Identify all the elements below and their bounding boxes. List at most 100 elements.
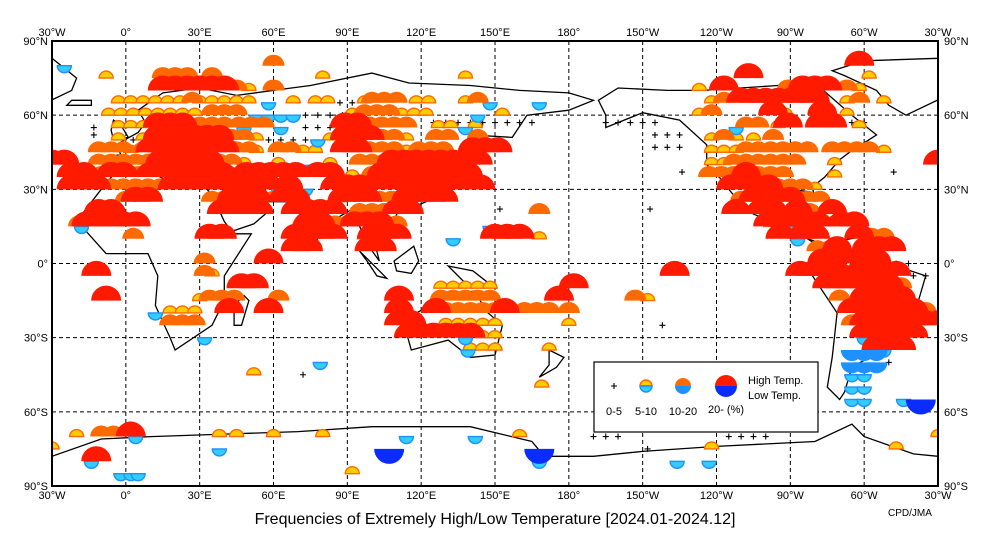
marker-low-5-10 bbox=[73, 225, 90, 235]
marker-0-5-plus bbox=[890, 169, 897, 176]
marker-high-20 bbox=[817, 199, 848, 215]
map-frame bbox=[51, 40, 939, 487]
marker-low-10-20 bbox=[865, 350, 888, 362]
lon-label: 30°E bbox=[188, 490, 212, 502]
marker-high-10-20 bbox=[528, 203, 551, 215]
marker-high-10-20 bbox=[808, 190, 831, 202]
marker-high-20 bbox=[81, 260, 112, 276]
marker-low-5-10 bbox=[127, 435, 144, 445]
marker-high-10-20 bbox=[383, 128, 406, 140]
marker-high-20 bbox=[393, 199, 424, 215]
lat-label: 60°N bbox=[944, 110, 969, 122]
marker-high-5-10 bbox=[861, 70, 877, 79]
marker-high-20 bbox=[898, 297, 929, 313]
marker-high-20 bbox=[354, 124, 385, 140]
marker-high-20 bbox=[844, 50, 875, 66]
temperature-markers bbox=[52, 50, 938, 482]
marker-high-10-20 bbox=[225, 104, 248, 116]
marker-high-10-20 bbox=[220, 153, 243, 165]
marker-low-5-10 bbox=[260, 102, 277, 111]
lon-label: 120°W bbox=[700, 490, 734, 502]
marker-high-20 bbox=[886, 335, 917, 351]
marker-high-20 bbox=[280, 161, 311, 177]
marker-high-20 bbox=[455, 322, 486, 338]
lon-label: 120°E bbox=[406, 27, 436, 39]
marker-low-5-10 bbox=[445, 238, 461, 247]
marker-high-20 bbox=[898, 322, 929, 338]
marker-high-5-10 bbox=[826, 156, 843, 166]
marker-high-20 bbox=[305, 211, 336, 227]
lat-label: 60°S bbox=[944, 407, 968, 419]
marker-high-10-20 bbox=[466, 91, 489, 103]
marker-low-5-10 bbox=[460, 349, 476, 358]
marker-0-5-plus bbox=[336, 99, 343, 106]
marker-high-5-10 bbox=[487, 317, 503, 327]
lon-label: 90°E bbox=[335, 27, 359, 39]
marker-high-20 bbox=[923, 310, 938, 326]
marker-high-20 bbox=[381, 223, 412, 239]
marker-0-5-plus bbox=[738, 433, 745, 440]
marker-high-20 bbox=[802, 211, 833, 227]
marker-high-20 bbox=[881, 260, 912, 276]
marker-high-10-20 bbox=[378, 104, 401, 116]
lon-label: 30°W bbox=[924, 27, 952, 39]
marker-low-5-10 bbox=[130, 472, 146, 482]
marker-high-20 bbox=[241, 186, 272, 202]
lon-label: 0° bbox=[121, 27, 132, 39]
marker-high-20 bbox=[733, 63, 764, 79]
marker-high-5-10 bbox=[839, 107, 855, 116]
marker-high-5-10 bbox=[487, 329, 503, 339]
lat-label: 0° bbox=[37, 259, 48, 271]
marker-high-5-10 bbox=[876, 95, 892, 104]
marker-high-20 bbox=[753, 174, 784, 190]
marker-high-10-20 bbox=[252, 116, 275, 128]
legend-high-20-icon bbox=[715, 375, 737, 386]
lon-label: 150°E bbox=[480, 490, 510, 502]
marker-high-10-20 bbox=[383, 141, 406, 153]
lon-label: 180° bbox=[557, 490, 580, 502]
marker-high-10-20 bbox=[181, 91, 204, 103]
marker-high-20 bbox=[775, 186, 806, 202]
marker-high-20 bbox=[384, 297, 415, 313]
marker-0-5-plus bbox=[314, 124, 321, 131]
marker-low-5-10 bbox=[147, 312, 164, 321]
marker-high-20 bbox=[659, 260, 690, 276]
marker-high-20 bbox=[52, 149, 80, 165]
legend-high-10-20-icon bbox=[675, 378, 691, 386]
marker-high-20 bbox=[317, 199, 348, 215]
marker-high-10-20 bbox=[796, 141, 819, 153]
marker-low-5-10 bbox=[83, 460, 100, 469]
marker-0-5-plus bbox=[492, 119, 498, 126]
marker-low-5-10 bbox=[457, 126, 474, 136]
marker-high-20 bbox=[765, 223, 796, 239]
marker-high-5-10 bbox=[285, 95, 301, 104]
legend-high-5-10-icon bbox=[639, 379, 653, 387]
marker-high-20 bbox=[315, 161, 346, 177]
marker-0-5-plus bbox=[528, 119, 535, 126]
marker-high-10-20 bbox=[557, 301, 580, 313]
marker-high-20 bbox=[108, 161, 139, 177]
legend-low-20-icon bbox=[715, 386, 737, 397]
marker-low-10-20 bbox=[865, 362, 888, 374]
lat-label: 60°S bbox=[24, 407, 48, 419]
marker-0-5-plus bbox=[130, 136, 137, 143]
marker-high-10-20 bbox=[262, 54, 285, 66]
lon-label: 30°E bbox=[188, 27, 212, 39]
marker-high-10-20 bbox=[183, 314, 206, 326]
marker-0-5-plus bbox=[314, 112, 321, 119]
marker-0-5-plus bbox=[615, 433, 622, 440]
lat-label: 90°S bbox=[944, 481, 968, 493]
legend-low-label: Low Temp. bbox=[748, 390, 801, 402]
latitude-labels-left: 90°N 60°N 30°N 0° 30°S 60°S 90°S bbox=[23, 36, 48, 493]
marker-low-5-10 bbox=[196, 336, 213, 346]
marker-high-20 bbox=[366, 236, 397, 252]
marker-high-20 bbox=[489, 297, 520, 313]
marker-high-5-10 bbox=[68, 428, 85, 438]
marker-high-20 bbox=[782, 199, 813, 215]
marker-high-10-20 bbox=[385, 91, 408, 103]
marker-low-5-10 bbox=[457, 336, 474, 346]
marker-0-5-plus bbox=[651, 119, 658, 126]
lat-label: 30°N bbox=[944, 184, 969, 196]
lat-label: 90°S bbox=[24, 481, 48, 493]
